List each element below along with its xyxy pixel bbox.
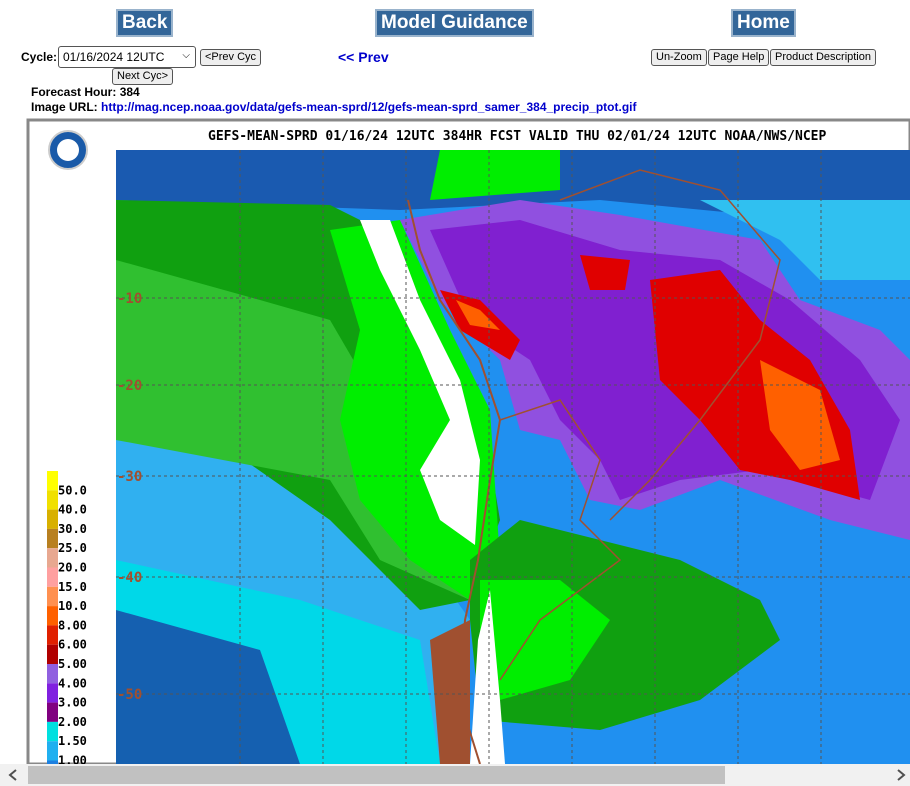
forecast-hour-value: 384 (119, 85, 140, 99)
legend-label: 25.0 (58, 541, 87, 555)
lat-label: -20 (117, 378, 142, 394)
legend-label: 40.0 (58, 503, 87, 517)
product-description-button[interactable]: Product Description (770, 49, 876, 66)
image-url: Image URL: http://mag.ncep.noaa.gov/data… (31, 100, 637, 114)
lat-label: -30 (117, 469, 142, 485)
legend-label: 5.00 (58, 657, 87, 671)
legend-label: 6.00 (58, 638, 87, 652)
graticule (116, 150, 910, 764)
home-button[interactable]: Home (731, 9, 796, 37)
map-field (470, 590, 505, 764)
scroll-right-arrow[interactable] (897, 769, 906, 781)
legend-label: 20.0 (58, 561, 87, 575)
legend-swatch (47, 509, 58, 529)
scroll-left-arrow[interactable] (8, 769, 17, 781)
forecast-hour: Forecast Hour: 384 (31, 85, 140, 99)
legend-swatch (47, 567, 58, 587)
precip-map (116, 150, 910, 764)
page-help-button[interactable]: Page Help (708, 49, 770, 66)
dropdown-arrow: ⌵ (182, 50, 190, 61)
image-url-label: Image URL: (31, 100, 98, 114)
border (499, 399, 622, 681)
legend-swatch (47, 664, 58, 684)
legend-label: 1.50 (58, 734, 87, 748)
legend-swatch (47, 683, 58, 703)
map-field (700, 200, 910, 280)
legend-label: 2.00 (58, 715, 87, 729)
noaa-logo-inner (57, 139, 79, 161)
map-field (360, 220, 480, 545)
map-field (480, 580, 610, 700)
legend-label: 4.00 (58, 676, 87, 690)
legend-swatch (47, 606, 58, 626)
lat-label: -10 (117, 291, 142, 307)
map-field (580, 255, 630, 290)
legend-label: 50.0 (58, 483, 87, 497)
legend-label: 15.0 (58, 580, 87, 594)
legend-swatch (47, 702, 58, 722)
legend-swatch (47, 586, 58, 607)
prev-cycle-button[interactable]: <Prev Cyc (200, 49, 262, 66)
next-cycle-button[interactable]: Next Cyc> (112, 68, 174, 85)
coastline (559, 169, 781, 521)
legend-swatch (47, 528, 58, 549)
map-field (760, 360, 840, 470)
legend-swatch (47, 741, 58, 761)
lat-label: -50 (117, 687, 142, 703)
legend-label: 3.00 (58, 696, 87, 710)
legend-swatch (47, 548, 58, 568)
map-field (456, 300, 500, 330)
cycle-label: Cycle: (21, 50, 58, 64)
cycle-select[interactable]: 01/16/2024 12UTC ⌵ (58, 46, 196, 68)
cycle-value: 01/16/2024 12UTC (63, 50, 165, 64)
coastline (407, 199, 502, 764)
back-button[interactable]: Back (116, 9, 174, 37)
lat-label: -40 (117, 570, 142, 586)
legend-swatch (47, 644, 58, 664)
legend-label: 8.00 (58, 618, 87, 632)
image-url-link[interactable]: http://mag.ncep.noaa.gov/data/gefs-mean-… (101, 100, 637, 114)
map-title: GEFS-MEAN-SPRD 01/16/24 12UTC 384HR FCST… (208, 129, 826, 144)
legend-swatch (47, 471, 58, 491)
legend-label: 10.0 (58, 599, 87, 613)
map-field (430, 620, 470, 764)
scrollbar-thumb[interactable] (28, 766, 725, 784)
legend-swatch (47, 721, 58, 742)
map-field (430, 150, 560, 200)
legend-swatch (47, 490, 58, 510)
forecast-hour-label: Forecast Hour: (31, 85, 117, 99)
map-field (116, 610, 300, 764)
unzoom-button[interactable]: Un-Zoom (651, 49, 707, 66)
legend-label: 30.0 (58, 522, 87, 536)
legend-swatch (47, 625, 58, 645)
model-guidance-button[interactable]: Model Guidance (375, 9, 534, 37)
prev-link[interactable]: << Prev (338, 49, 389, 65)
